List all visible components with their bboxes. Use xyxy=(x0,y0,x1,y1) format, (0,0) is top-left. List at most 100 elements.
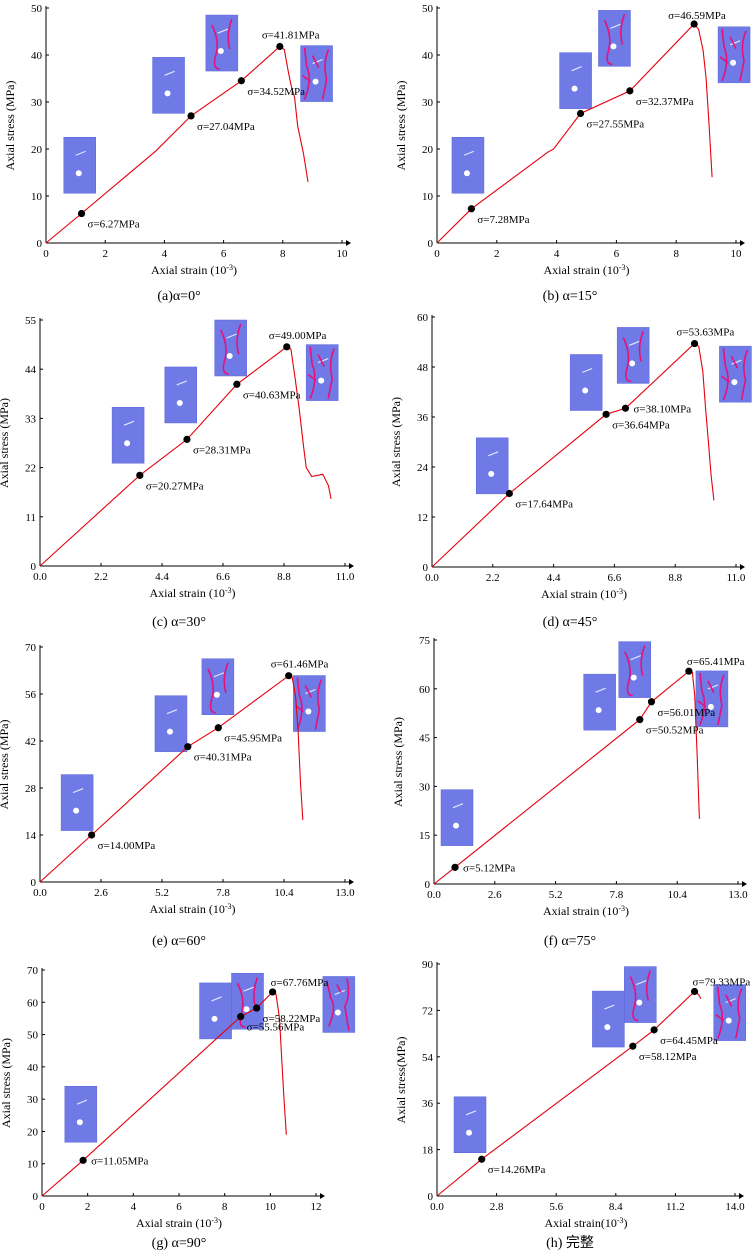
specimen-hole xyxy=(730,59,737,66)
specimen-hole xyxy=(213,691,220,698)
crack-path xyxy=(321,49,330,100)
specimen-body xyxy=(440,789,474,846)
x-tick-label: 6 xyxy=(221,248,227,260)
y-tick-label: 10 xyxy=(31,191,43,203)
specimen-image xyxy=(293,675,326,732)
x-tick-label: 8.8 xyxy=(277,571,291,583)
data-label: σ=67.76MPa xyxy=(271,977,329,989)
data-label: σ=34.52MPa xyxy=(247,86,305,98)
x-tick-label: 2.8 xyxy=(490,1201,504,1213)
specimen-image xyxy=(64,1085,98,1143)
y-tick-label: 28 xyxy=(25,783,37,795)
x-tick-label: 0.0 xyxy=(427,889,441,901)
y-axis-label: Axial stress (MPa) xyxy=(394,81,408,171)
chart-panel-8: 0.0 2.8 5.6 8.4 11.2 14.0 0 18 36 54 72 90 Axial str… xyxy=(394,959,750,1251)
x-tick-label: 11.2 xyxy=(666,1201,685,1213)
crack-path xyxy=(716,986,724,1039)
crack-path xyxy=(722,348,729,401)
crack-path xyxy=(724,994,733,1007)
y-tick-label: 50 xyxy=(31,3,43,15)
data-point xyxy=(647,698,656,706)
data-label: σ=27.55MPa xyxy=(587,119,645,131)
crack-path xyxy=(730,355,739,369)
crack-path xyxy=(721,28,728,82)
data-point xyxy=(636,716,644,724)
specimen-image xyxy=(616,327,650,384)
data-label: σ=61.46MPa xyxy=(271,659,329,671)
y-tick-label: 20 xyxy=(27,1126,39,1138)
x-axis-arrow xyxy=(742,881,747,887)
specimen-image xyxy=(598,10,631,67)
data-point xyxy=(187,112,195,120)
panel-caption: (f) α=75° xyxy=(544,934,596,949)
specimen-image xyxy=(569,354,603,411)
y-tick-label: 18 xyxy=(422,1145,434,1157)
crack-path xyxy=(720,375,730,383)
specimen-body xyxy=(559,52,592,109)
y-axis-label: Axial stress (MPa) xyxy=(389,397,403,487)
data-point xyxy=(478,1155,486,1163)
x-tick-label: 4 xyxy=(162,248,168,260)
pre-flaw xyxy=(628,340,640,346)
data-point xyxy=(690,987,699,996)
data-point xyxy=(276,42,284,51)
crack-path xyxy=(640,645,646,676)
x-axis-arrow xyxy=(320,1193,325,1199)
specimen-hole xyxy=(453,822,460,829)
x-tick-label: 11.0 xyxy=(727,572,746,584)
x-axis-label: Axial strain(10-3) xyxy=(545,1216,628,1230)
y-tick-label: 30 xyxy=(27,1094,39,1106)
data-point xyxy=(690,339,699,348)
data-point xyxy=(626,87,634,95)
specimen-image xyxy=(300,45,333,102)
x-tick-label: 0 xyxy=(43,248,49,260)
pre-flaw xyxy=(630,655,641,661)
stress-strain-curve xyxy=(436,23,713,244)
y-tick-label: 70 xyxy=(27,965,39,977)
crack-path xyxy=(236,323,242,355)
pre-flaw xyxy=(610,23,621,29)
stress-strain-curve xyxy=(436,990,702,1197)
y-axis-label: Axial stress(MPa) xyxy=(394,1037,408,1124)
specimen-image xyxy=(695,670,729,728)
specimen-image xyxy=(440,789,474,846)
data-point xyxy=(650,1026,658,1034)
x-tick-label: 0.0 xyxy=(33,887,47,899)
data-label: σ=49.00MPa xyxy=(269,330,327,342)
x-tick-label: 0.0 xyxy=(33,571,47,583)
x-tick-label: 2 xyxy=(494,248,500,260)
x-tick-label: 10.4 xyxy=(668,889,688,901)
crack-path xyxy=(211,24,220,70)
data-label: σ=50.52MPa xyxy=(646,725,704,737)
pre-flaw xyxy=(636,980,647,986)
data-label: σ=28.31MPa xyxy=(193,444,251,456)
specimen-image xyxy=(164,366,198,424)
data-point xyxy=(685,667,693,675)
pre-flaw xyxy=(166,709,178,715)
x-tick-label: 4.4 xyxy=(155,571,169,583)
x-axis-arrow xyxy=(346,240,351,246)
specimen-body xyxy=(569,354,603,411)
specimen-hole xyxy=(571,85,578,92)
specimen-image xyxy=(618,641,651,698)
specimen-hole xyxy=(707,703,714,710)
pre-flaw xyxy=(243,986,254,992)
specimen-body xyxy=(111,406,145,464)
data-point xyxy=(602,410,610,418)
y-tick-label: 56 xyxy=(25,689,37,701)
specimen-body xyxy=(154,695,188,752)
data-label: σ=20.27MPa xyxy=(146,480,204,492)
y-tick-label: 44 xyxy=(25,364,37,376)
y-tick-label: 11 xyxy=(25,512,36,524)
pre-flaw xyxy=(581,367,593,374)
chart-panel-2: 0 2 4 6 8 10 0 10 20 30 40 50 Axial strain (10-3) Axi… xyxy=(394,3,751,304)
specimen-image xyxy=(60,774,94,831)
data-point xyxy=(184,743,192,751)
y-tick-label: 75 xyxy=(419,635,431,647)
specimen-image xyxy=(719,345,752,403)
x-tick-label: 2.2 xyxy=(94,571,108,583)
data-point xyxy=(505,489,513,498)
y-tick-label: 22 xyxy=(25,463,36,475)
crack-path xyxy=(309,346,316,399)
specimen-hole xyxy=(124,440,131,447)
